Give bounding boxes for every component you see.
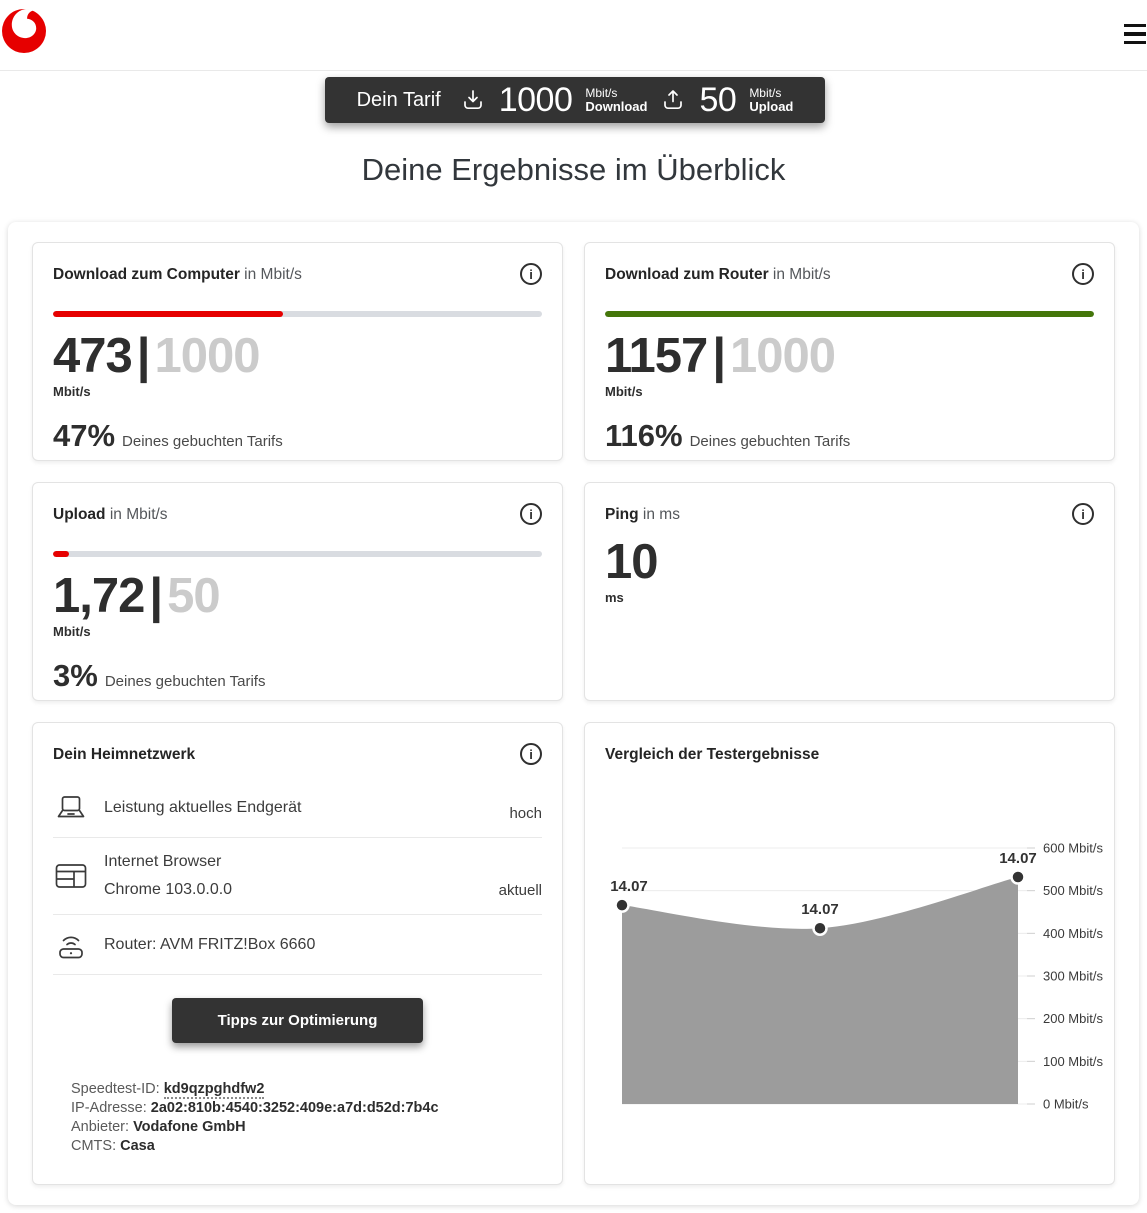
browser-version: Chrome 103.0.0.0 (104, 881, 233, 898)
svg-text:100 Mbit/s: 100 Mbit/s (1043, 1054, 1103, 1069)
speed-value: 1,72 | 50 (53, 569, 221, 623)
info-icon[interactable]: i (520, 743, 542, 765)
speedtest-id-row: Speedtest-ID: kd9qzpghdfw2 (71, 1081, 265, 1099)
svg-text:14.07: 14.07 (801, 901, 839, 918)
tarif-download-value: 1000 (498, 80, 573, 119)
card-download-router: Download zum Router in Mbit/s i 1157 | 100… (584, 242, 1115, 461)
info-icon[interactable]: i (520, 263, 542, 285)
device-status: hoch (509, 805, 542, 822)
card-title: Vergleich der Testergebnisse (605, 746, 820, 763)
tarif-upload-value: 50 (699, 80, 737, 119)
progress-track (53, 311, 542, 317)
download-icon (463, 90, 482, 110)
progress-fill (605, 311, 1094, 317)
page-title: Deine Ergebnisse im Überblick (361, 152, 786, 187)
percent-line: 116% Deines gebuchten Tarifs (605, 418, 851, 453)
speed-unit: Mbit/s (53, 624, 91, 639)
laptop-icon (53, 794, 89, 822)
device-label: Leistung aktuelles Endgerät (104, 799, 302, 816)
device-row: Leistung aktuelles Endgerät hoch (53, 779, 542, 838)
card-ping: Ping in ms i 10 ms (584, 482, 1115, 701)
router-label: Router: AVM FRITZ!Box 6660 (104, 935, 316, 953)
ping-value: 10 (605, 535, 659, 589)
tarif-upload-unit: Mbit/s Upload (749, 86, 794, 115)
svg-text:14.07: 14.07 (999, 850, 1037, 867)
ping-unit: ms (605, 590, 624, 605)
browser-label: Internet Browser (104, 853, 222, 870)
info-icon[interactable]: i (520, 503, 542, 525)
vodafone-logo-icon[interactable] (2, 9, 46, 53)
speed-unit: Mbit/s (53, 384, 91, 399)
results-panel: Download zum Computer in Mbit/s i 473 | 10… (8, 222, 1139, 1205)
card-title: Ping in ms (605, 506, 680, 523)
progress-track (605, 311, 1094, 317)
tarif-download-unit: Mbit/s Download (585, 86, 648, 115)
progress-fill (53, 311, 283, 317)
svg-text:500 Mbit/s: 500 Mbit/s (1043, 883, 1103, 898)
test-comparison-chart: 0 Mbit/s 100 Mbit/s 200 Mbit/s 300 Mbit/s 40… (610, 841, 1103, 1112)
hamburger-menu-icon[interactable] (1124, 24, 1146, 44)
card-title: Download zum Computer in Mbit/s (53, 266, 302, 283)
speed-value: 1157 | 1000 (605, 329, 836, 383)
card-title: Dein Heimnetzwerk (53, 746, 196, 763)
percent-line: 47% Deines gebuchten Tarifs (53, 418, 283, 453)
top-header (0, 0, 1147, 71)
card-test-comparison: Vergleich der Testergebnisse 0 Mbit/s 100… (584, 722, 1115, 1185)
card-upload: Upload in Mbit/s i 1,72 | 50 Mbit/s 3% Dei… (32, 482, 563, 701)
info-icon[interactable]: i (1072, 263, 1094, 285)
tarif-label: Dein Tarif (356, 88, 441, 111)
card-title: Download zum Router in Mbit/s (605, 266, 831, 283)
upload-icon (664, 90, 683, 110)
browser-row: Internet Browser Chrome 103.0.0.0 aktuel… (53, 838, 542, 915)
svg-text:300 Mbit/s: 300 Mbit/s (1043, 969, 1103, 984)
speed-unit: Mbit/s (605, 384, 643, 399)
router-row: Router: AVM FRITZ!Box 6660 (53, 915, 542, 975)
card-home-network: Dein Heimnetzwerk i Leistung aktuelles E… (32, 722, 563, 1185)
tarif-bar: Dein Tarif 1000 Mbit/s Download 50 Mbit/… (325, 77, 825, 123)
speedtest-meta: Speedtest-ID: kd9qzpghdfw2 IP-Adresse: 2… (71, 1080, 542, 1156)
provider-row: Anbieter: Vodafone GmbH (71, 1119, 246, 1136)
progress-fill (53, 551, 70, 557)
svg-text:200 Mbit/s: 200 Mbit/s (1043, 1011, 1103, 1026)
ip-address-row: IP-Adresse: 2a02:810b:4540:3252:409e:a7d… (71, 1100, 439, 1117)
svg-text:600 Mbit/s: 600 Mbit/s (1043, 841, 1103, 856)
progress-track (53, 551, 542, 557)
percent-line: 3% Deines gebuchten Tarifs (53, 658, 266, 693)
svg-text:400 Mbit/s: 400 Mbit/s (1043, 926, 1103, 941)
info-icon[interactable]: i (1072, 503, 1094, 525)
card-title: Upload in Mbit/s (53, 506, 168, 523)
browser-icon (53, 863, 89, 889)
router-icon (53, 930, 89, 959)
tips-optimierung-button[interactable]: Tipps zur Optimierung (171, 998, 424, 1043)
svg-text:0 Mbit/s: 0 Mbit/s (1043, 1097, 1089, 1112)
speedtest-id-value[interactable]: kd9qzpghdfw2 (163, 1081, 265, 1099)
browser-status: aktuell (498, 882, 542, 899)
cmts-row: CMTS: Casa (71, 1138, 155, 1155)
svg-text:14.07: 14.07 (610, 878, 648, 895)
speed-value: 473 | 1000 (53, 329, 261, 383)
card-download-computer: Download zum Computer in Mbit/s i 473 | 10… (32, 242, 563, 461)
